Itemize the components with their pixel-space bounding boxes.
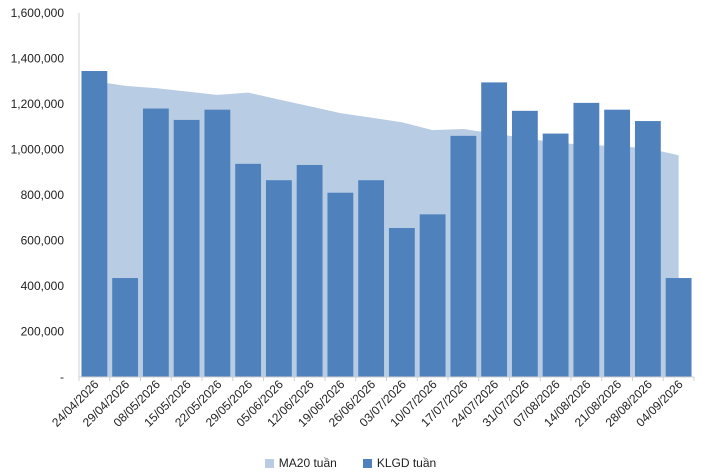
bar-12 bbox=[450, 135, 477, 377]
bar-16 bbox=[573, 102, 600, 378]
y-tick-label: 200,000 bbox=[21, 325, 65, 339]
legend-item-ma20: MA20 tuần bbox=[264, 456, 337, 470]
bar-1 bbox=[112, 278, 139, 377]
bar-2 bbox=[142, 108, 169, 378]
y-tick-label: - bbox=[60, 370, 64, 384]
bar-4 bbox=[204, 109, 231, 377]
bar-19 bbox=[665, 278, 692, 377]
legend-label-ma20: MA20 tuần bbox=[278, 456, 337, 470]
legend-swatch-ma20 bbox=[264, 458, 274, 468]
bar-9 bbox=[358, 180, 385, 377]
bar-18 bbox=[634, 121, 661, 377]
bar-3 bbox=[173, 119, 200, 378]
y-tick-label: 1,600,000 bbox=[11, 6, 65, 20]
bar-13 bbox=[481, 82, 508, 377]
bar-8 bbox=[327, 192, 354, 377]
bar-10 bbox=[388, 227, 415, 377]
y-tick-label: 1,400,000 bbox=[11, 52, 65, 66]
bar-0 bbox=[81, 71, 108, 377]
legend: MA20 tuần KLGD tuần bbox=[0, 456, 701, 470]
bar-17 bbox=[604, 109, 631, 377]
bar-15 bbox=[542, 133, 569, 377]
bar-5 bbox=[235, 163, 262, 377]
legend-item-klgd: KLGD tuần bbox=[362, 456, 437, 470]
y-tick-label: 800,000 bbox=[21, 188, 65, 202]
bar-14 bbox=[511, 110, 538, 377]
bar-11 bbox=[419, 214, 446, 377]
y-tick-label: 1,200,000 bbox=[11, 97, 65, 111]
bar-7 bbox=[296, 164, 323, 377]
bar-6 bbox=[265, 180, 292, 377]
y-tick-label: 400,000 bbox=[21, 279, 65, 293]
legend-label-klgd: KLGD tuần bbox=[376, 456, 437, 470]
legend-swatch-klgd bbox=[362, 458, 372, 468]
y-tick-label: 1,000,000 bbox=[11, 143, 65, 157]
y-tick-label: 600,000 bbox=[21, 234, 65, 248]
